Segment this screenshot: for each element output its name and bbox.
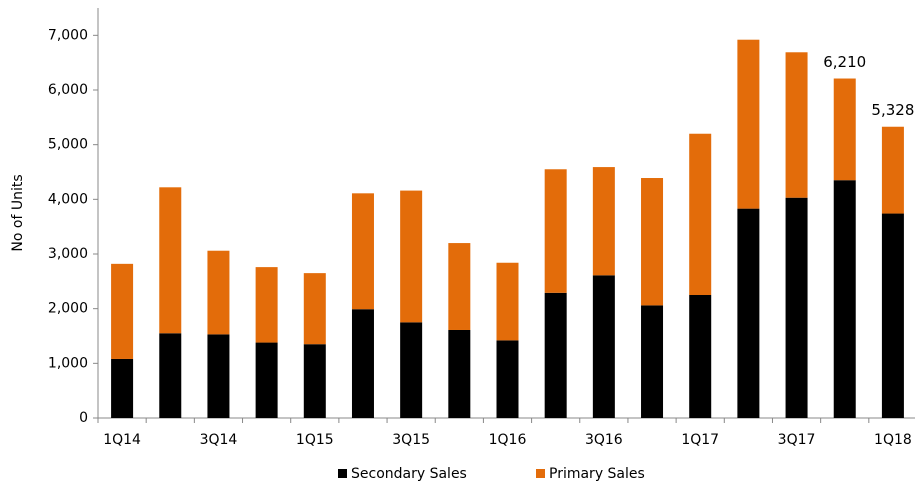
legend-swatch: [536, 469, 545, 478]
bar-segment: [785, 197, 808, 418]
y-tick-label: 5,000: [48, 137, 88, 153]
y-axis-title: No of Units: [10, 174, 26, 251]
x-tick-label: 1Q14: [103, 432, 141, 448]
y-tick-label: 6,000: [48, 82, 88, 98]
bar-segment: [255, 267, 278, 343]
y-tick-label: 4,000: [48, 191, 88, 207]
bar-segment: [207, 250, 230, 335]
bar-segment: [833, 78, 856, 181]
x-tick-label: 3Q14: [200, 432, 238, 448]
bar-segment: [641, 178, 664, 306]
bar-segment: [351, 193, 374, 310]
bar-segment: [351, 309, 374, 418]
x-tick-label: 3Q15: [392, 432, 430, 448]
bar-segment: [303, 273, 326, 345]
y-tick-label: 0: [79, 410, 88, 426]
legend-label: Secondary Sales: [351, 466, 467, 482]
x-tick-label: 1Q16: [489, 432, 527, 448]
bar-segment: [544, 292, 567, 418]
bar-segment: [111, 358, 134, 418]
bar-segment: [255, 342, 278, 418]
bar-segment: [737, 208, 760, 418]
bar-segment: [592, 275, 615, 418]
bar-segment: [159, 187, 182, 334]
bar-segment: [400, 322, 423, 418]
bar-segment: [641, 305, 664, 418]
bar-segment: [159, 333, 182, 418]
bar-segment: [833, 180, 856, 418]
bar-segment: [592, 167, 615, 276]
legend-swatch: [338, 469, 347, 478]
bar-segment: [448, 243, 471, 330]
bar-segment: [689, 295, 712, 418]
y-tick-label: 1,000: [48, 355, 88, 371]
legend-label: Primary Sales: [549, 466, 645, 482]
bar-segment: [303, 344, 326, 418]
x-tick-label: 3Q16: [585, 432, 623, 448]
total-label: 6,210: [823, 53, 866, 71]
bar-segment: [207, 334, 230, 418]
x-tick-label: 1Q17: [681, 432, 719, 448]
total-label: 5,328: [871, 101, 914, 119]
bar-segment: [737, 39, 760, 209]
bar-segment: [496, 340, 519, 418]
bar-segment: [785, 52, 808, 198]
x-tick-label: 3Q17: [778, 432, 816, 448]
bar-segment: [111, 263, 134, 359]
bar-segment: [881, 213, 904, 418]
x-tick-label: 1Q15: [296, 432, 334, 448]
bar-segment: [689, 133, 712, 295]
x-tick-label: 1Q18: [874, 432, 912, 448]
bar-segment: [496, 262, 519, 341]
bar-segment: [544, 169, 567, 293]
y-tick-label: 3,000: [48, 246, 88, 262]
bar-segment: [400, 190, 423, 323]
y-tick-label: 7,000: [48, 27, 88, 43]
y-tick-label: 2,000: [48, 301, 88, 317]
bar-segment: [881, 126, 904, 214]
bar-segment: [448, 329, 471, 418]
